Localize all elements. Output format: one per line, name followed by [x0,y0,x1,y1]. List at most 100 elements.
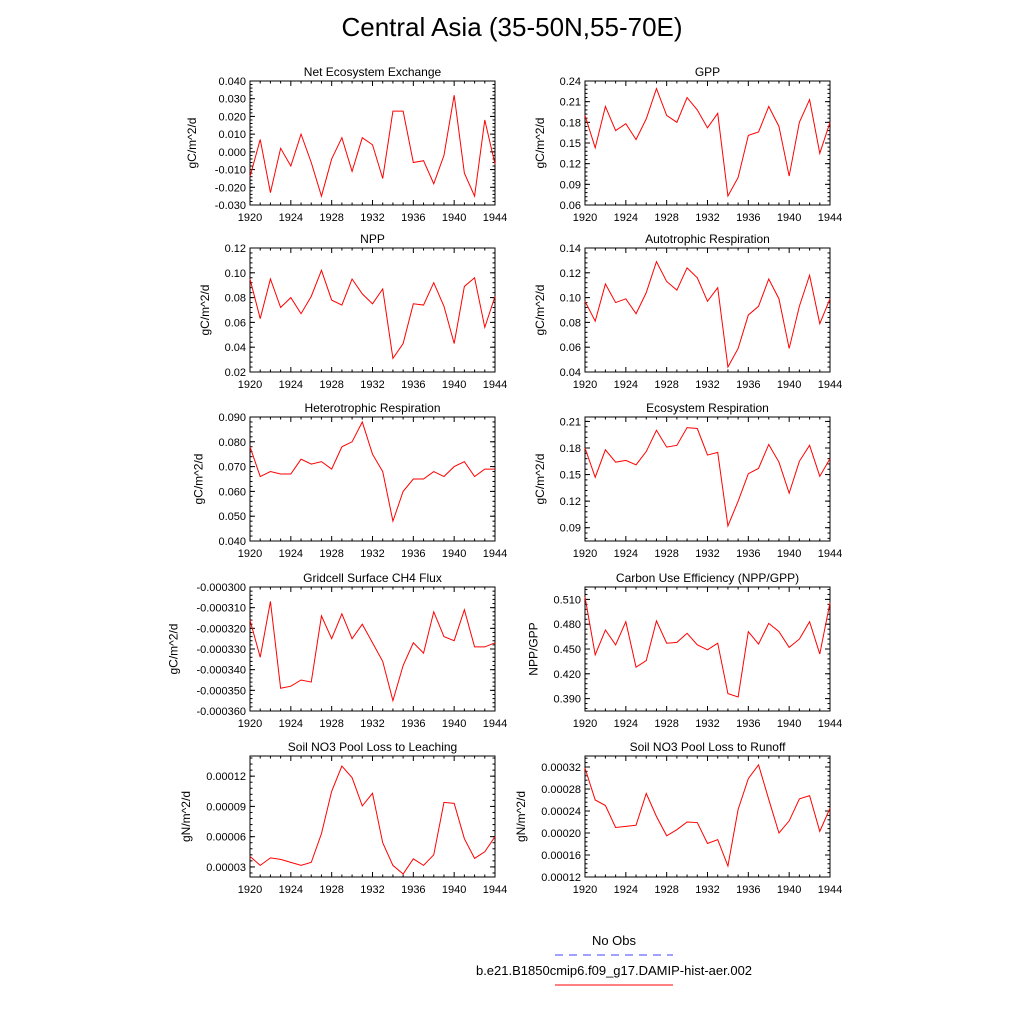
plot-frame [584,586,831,712]
y-tick-label: 0.420 [553,669,581,681]
plot-frame [249,586,496,712]
y-axis-label: gC/m^2/d [533,454,547,505]
y-axis-label: gN/m^2/d [179,791,193,842]
x-tick-label: 1932 [360,212,384,224]
x-tick-label: 1940 [442,718,466,730]
y-tick-label: -0.000330 [196,644,246,656]
x-tick-label: 1936 [736,379,760,391]
x-tick-label: 1940 [442,548,466,560]
x-tick-label: 1944 [483,884,507,896]
x-tick-label: 1940 [777,718,801,730]
x-tick-label: 1940 [777,379,801,391]
legend-label-no-obs: No Obs [591,933,637,948]
y-tick-label: 0.450 [553,644,581,656]
chart-panel-2: GPP 1920 1924 1928 1932 1936 1940 1944 0.06 0.09 0… [533,65,842,224]
y-tick-label: 0.030 [218,94,246,106]
y-tick-label: 0.00024 [541,806,581,818]
x-tick-label: 1932 [360,884,384,896]
y-tick-label: -0.000300 [196,582,246,594]
y-tick-label: 0.00032 [541,762,581,774]
x-tick-label: 1944 [818,379,842,391]
x-tick-label: 1936 [401,718,425,730]
x-tick-label: 1936 [736,718,760,730]
x-tick-label: 1944 [818,212,842,224]
y-tick-label: 0.390 [553,694,581,706]
y-tick-label: 0.00028 [541,784,581,796]
y-tick-label: 0.12 [560,268,581,280]
y-tick-label: 0.020 [218,111,246,123]
y-axis-label: gC/m^2/d [192,454,206,505]
y-tick-label: 0.510 [553,594,581,606]
y-tick-label: 0.04 [560,367,581,379]
y-tick-label: 0.00016 [541,850,581,862]
x-tick-label: 1944 [483,212,507,224]
x-tick-label: 1936 [401,379,425,391]
y-tick-label: 0.06 [225,317,246,329]
series-line [249,765,496,875]
series-line [584,596,831,698]
y-tick-label: 0.08 [560,317,581,329]
y-tick-label: -0.020 [215,182,246,194]
x-tick-label: 1936 [736,212,760,224]
x-tick-label: 1924 [279,379,303,391]
y-axis-label: gC/m^2/d [166,624,180,675]
plot-frame [249,416,496,542]
x-tick-label: 1924 [614,212,638,224]
y-tick-label: 0.040 [218,536,246,548]
x-tick-label: 1928 [654,379,678,391]
x-tick-label: 1940 [442,379,466,391]
x-tick-label: 1936 [401,548,425,560]
x-tick-label: 1920 [573,884,597,896]
x-tick-label: 1920 [238,548,262,560]
y-tick-label: 0.080 [218,437,246,449]
y-tick-label: -0.000310 [196,603,246,615]
x-tick-label: 1924 [279,718,303,730]
x-tick-label: 1928 [319,548,343,560]
y-tick-label: 0.18 [560,117,581,129]
x-tick-label: 1940 [777,212,801,224]
x-tick-label: 1920 [573,212,597,224]
y-axis-label: gC/m^2/d [198,285,212,336]
panel-title: Gridcell Surface CH4 Flux [303,571,442,585]
y-tick-label: 0.10 [225,268,246,280]
y-tick-label: 0.010 [218,129,246,141]
chart-panel-10: Soil NO3 Pool Loss to Runoff 1920 1924 1928… [514,740,842,896]
x-tick-label: 1928 [654,212,678,224]
x-tick-label: 1944 [483,548,507,560]
figure-title: Central Asia (35-50N,55-70E) [341,12,683,42]
panel-title: GPP [695,65,720,79]
x-tick-label: 1920 [238,718,262,730]
x-tick-label: 1944 [818,718,842,730]
chart-panel-8: Carbon Use Efficiency (NPP/GPP) 1920 1924 1… [527,571,843,730]
chart-panel-3: NPP 1920 1924 1928 1932 1936 1940 1944 0.02 0.04 0… [198,232,507,391]
x-tick-label: 1924 [614,884,638,896]
y-tick-label: 0.10 [560,293,581,305]
y-tick-label: 0.24 [560,76,581,88]
y-tick-label: 0.00006 [206,832,246,844]
chart-panel-4: Autotrophic Respiration 1920 1924 1928 1932 1… [533,232,842,391]
plot-frame [249,247,496,373]
y-tick-label: 0.21 [560,416,581,428]
series-line [249,268,496,360]
x-tick-label: 1928 [319,718,343,730]
x-tick-label: 1924 [614,379,638,391]
x-tick-label: 1932 [360,548,384,560]
x-tick-label: 1928 [319,212,343,224]
y-tick-label: 0.15 [560,138,581,150]
y-tick-label: -0.030 [215,200,246,212]
panel-title: NPP [360,232,385,246]
y-tick-label: 0.480 [553,619,581,631]
x-tick-label: 1932 [695,884,719,896]
y-tick-label: 0.18 [560,443,581,455]
x-tick-label: 1940 [777,548,801,560]
x-tick-label: 1924 [614,548,638,560]
x-tick-label: 1924 [279,884,303,896]
y-tick-label: 0.06 [560,200,581,212]
x-tick-label: 1928 [319,884,343,896]
y-axis-label: NPP/GPP [527,622,541,675]
y-tick-label: -0.000340 [196,665,246,677]
chart-panel-6: Ecosystem Respiration 1920 1924 1928 1932 193… [533,401,842,560]
y-tick-label: -0.010 [215,165,246,177]
x-tick-label: 1944 [818,884,842,896]
